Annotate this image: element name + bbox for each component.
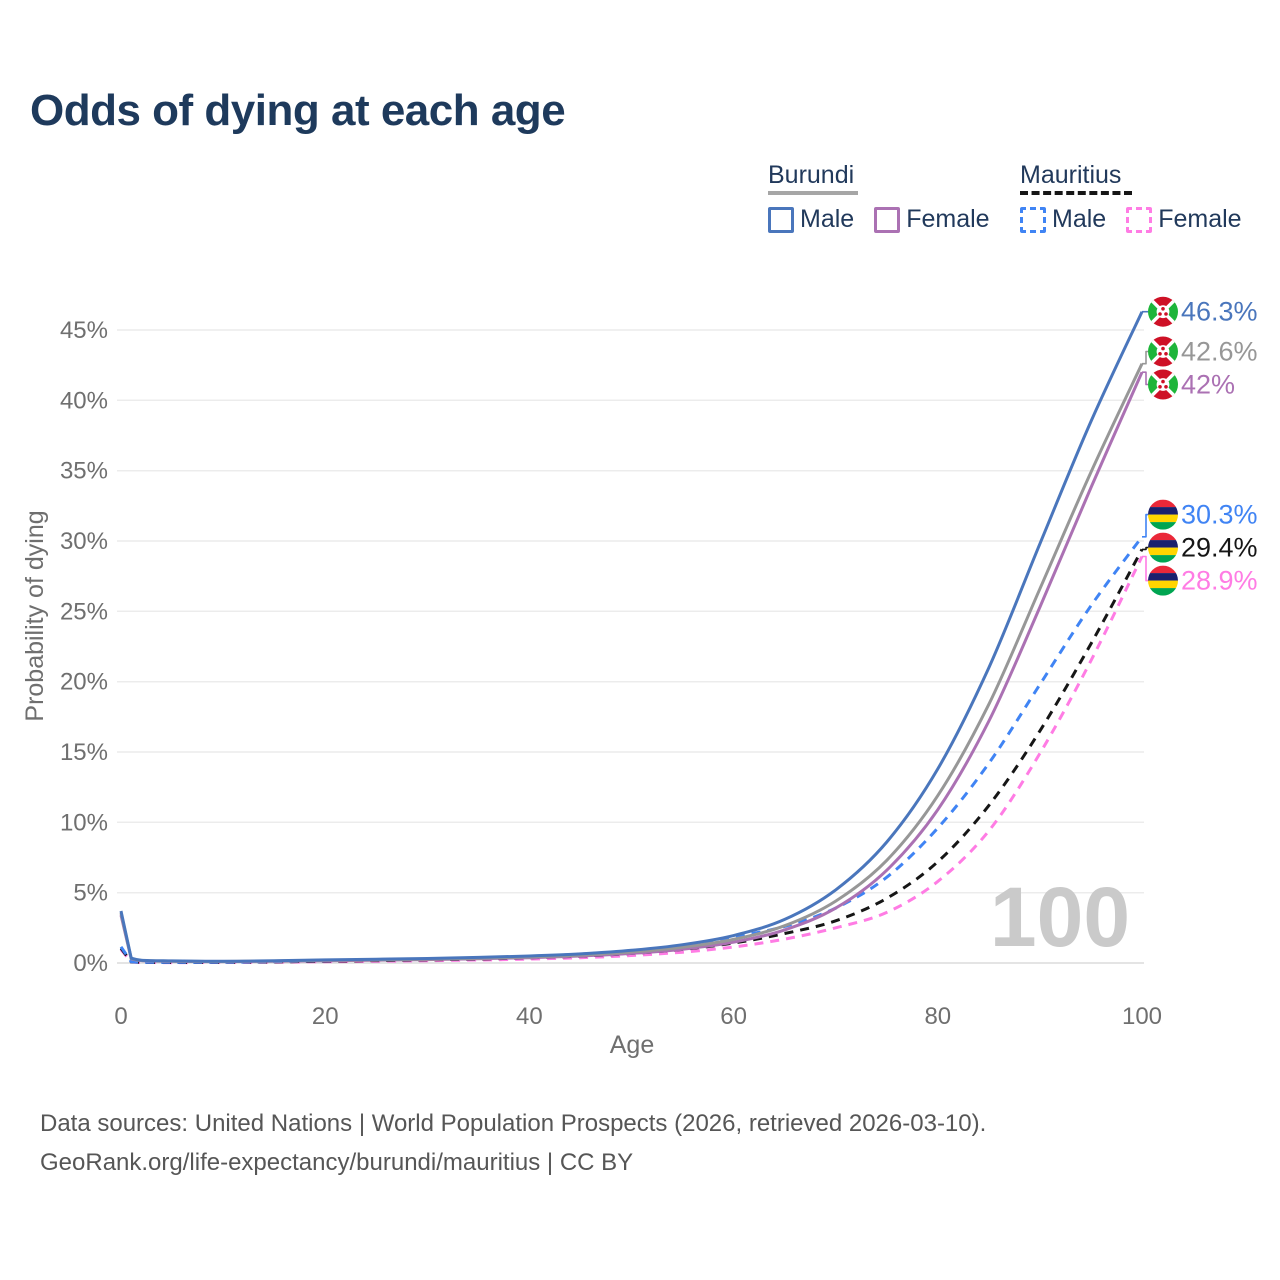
legend-swatch-mauritius-female[interactable] [1126,206,1153,233]
x-tick-label: 40 [516,1003,543,1030]
y-tick-label: 25% [60,598,108,625]
x-tick-label: 0 [114,1003,127,1030]
line-burundi-male[interactable] [119,311,1144,963]
legend-swatch-burundi-male[interactable] [768,206,794,233]
mauritius-flag-icon [1147,533,1179,563]
footer-data-sources: Data sources: United Nations | World Pop… [40,1110,987,1137]
legend-row: Male Female [1020,205,1262,234]
burundi-flag-icon [1147,336,1179,368]
y-tick-label: 15% [60,739,108,766]
legend-item-label[interactable]: Male [800,205,855,233]
legend-line-style-sample [768,191,858,195]
y-tick-label: 5% [73,880,108,907]
x-tick-label: 20 [312,1003,339,1030]
mauritius-flag-icon [1147,500,1179,530]
legend-item-label[interactable]: Female [1158,205,1242,233]
end-label-connector [1142,371,1149,386]
legend-country-label: Burundi [768,161,855,189]
end-value-label-mauritius-male: 30.3% [1181,500,1258,530]
legend-group-burundi: Burundi Male Female [768,160,1010,234]
burundi-flag-icon [1147,296,1179,328]
legend-row: Male Female [768,205,1010,234]
legend-group-mauritius: Mauritius Male Female [1020,160,1262,234]
end-value-label-burundi-female: 42% [1181,370,1235,400]
mauritius-flag-icon [1147,566,1179,596]
x-axis-title: Age [610,1031,654,1059]
legend-swatch-burundi-female[interactable] [874,206,901,233]
line-burundi-total[interactable] [119,363,1144,964]
legend-swatch-mauritius-male[interactable] [1020,206,1046,233]
footer: Data sources: United Nations | World Pop… [40,1104,986,1182]
y-tick-label: 0% [73,950,108,977]
gridlines [117,329,1144,964]
end-value-label-burundi-total: 42.6% [1181,337,1258,367]
series-lines [119,311,1144,965]
x-tick-label: 80 [924,1003,951,1030]
y-tick-label: 35% [60,458,108,485]
legend-item-label[interactable]: Female [906,205,990,233]
footer-attribution: GeoRank.org/life-expectancy/burundi/maur… [40,1149,634,1176]
y-tick-label: 20% [60,669,108,696]
x-tick-label: 100 [1122,1003,1162,1030]
legend-item-label[interactable]: Male [1052,205,1107,233]
y-tick-label: 10% [60,809,108,836]
end-label-connector [1142,350,1149,365]
x-tick-label: 60 [720,1003,747,1030]
end-value-label-mauritius-female: 28.9% [1181,566,1258,596]
end-label-connector [1142,555,1149,582]
end-label-connector [1142,546,1149,551]
y-tick-label: 30% [60,528,108,555]
chart-title: Odds of dying at each age [30,86,566,135]
end-label-connector [1142,513,1149,538]
age-counter-watermark: 100 [990,870,1130,964]
legend-line-style-sample [1020,191,1132,195]
y-axis-title: Probability of dying [21,510,49,721]
line-mauritius-male[interactable] [119,535,1144,964]
burundi-flag-icon [1147,369,1179,401]
legend-country-label: Mauritius [1020,161,1122,189]
y-tick-label: 45% [60,317,108,344]
end-value-annotations: 46.3% 42.6%42% 30.3%29.4%28.9% [1142,296,1258,596]
x-axis-tick-labels: 0 20 40 60 80 100 [114,1003,1162,1030]
y-axis-tick-labels: 0% 5% 10% 15% 20% 25% 30% 35% 40% 45% [60,317,108,977]
y-tick-label: 40% [60,387,108,414]
end-value-label-mauritius-total: 29.4% [1181,533,1258,563]
line-mauritius-female[interactable] [119,555,1144,965]
end-value-label-burundi-male: 46.3% [1181,297,1258,327]
